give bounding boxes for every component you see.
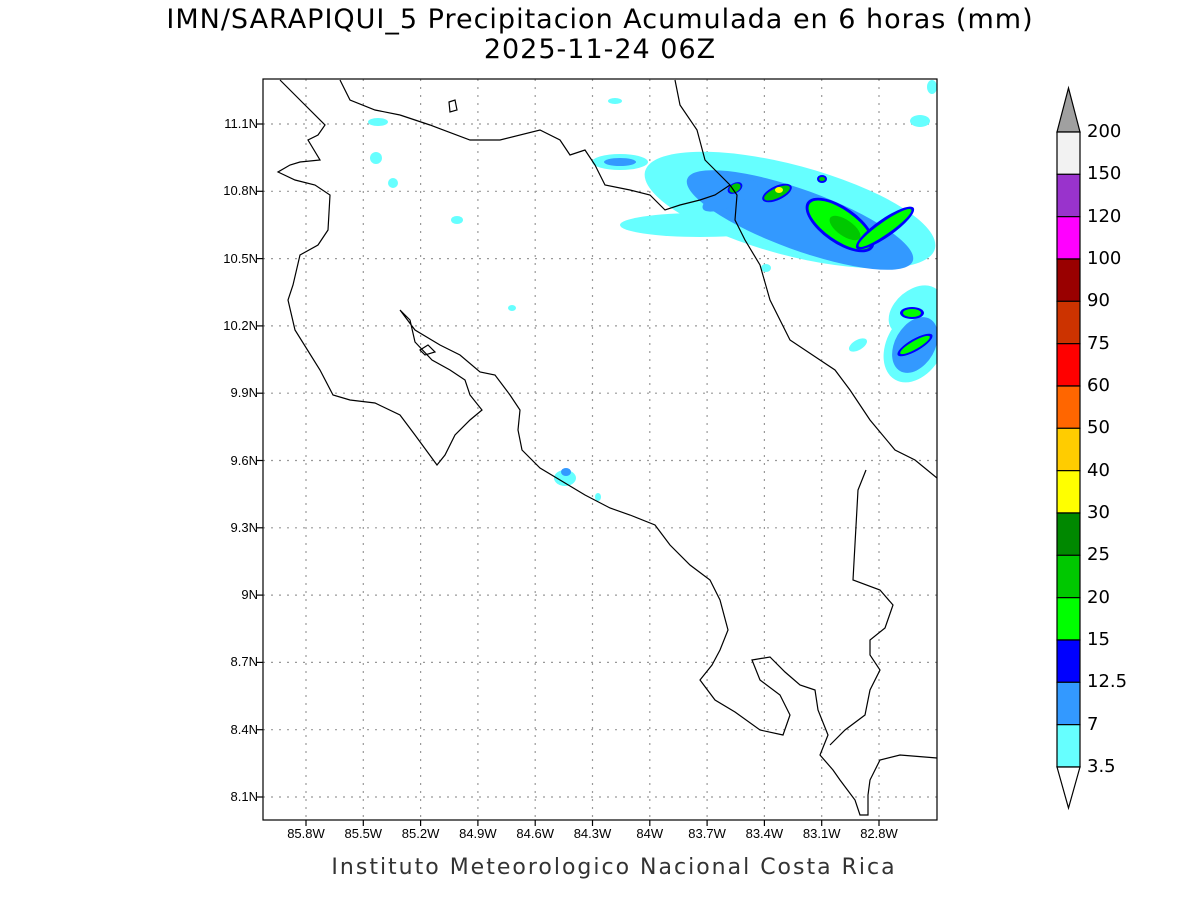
lon-tick-label: 85.5W — [344, 826, 383, 841]
colorbar-swatch — [1056, 385, 1081, 429]
lon-tick-label: 84.3W — [573, 826, 612, 841]
coastlines-borders — [276, 79, 937, 816]
colorbar-label: 30 — [1087, 502, 1110, 523]
colorbar-swatch — [1056, 597, 1081, 641]
colorbar-label: 7 — [1087, 713, 1099, 735]
precip-band-east — [848, 80, 937, 383]
lake-island — [448, 99, 458, 113]
lon-tick-label: 84.9W — [459, 826, 497, 841]
colorbar-swatch — [1056, 131, 1081, 175]
map-valid-time: 2025-11-24 06Z — [483, 34, 717, 65]
lat-tick-label: 9N — [241, 587, 258, 603]
colorbar-swatch — [1056, 343, 1081, 387]
colorbar-label: 60 — [1087, 375, 1110, 396]
colorbar-label: 15 — [1087, 629, 1110, 650]
colorbar-swatch — [1056, 639, 1081, 683]
caribbean-coast — [674, 79, 937, 479]
island — [419, 344, 437, 356]
colorbar-label: 120 — [1087, 205, 1122, 227]
lon-tick-label: 84W — [636, 826, 664, 841]
colorbar-over-triangle — [1056, 85, 1081, 133]
colorbar-swatch — [1056, 512, 1081, 556]
lon-tick-label: 83.1W — [802, 826, 841, 841]
colorbar-swatch — [1056, 554, 1081, 599]
lat-tick-label: 9.6N — [230, 452, 258, 468]
graticule — [263, 79, 937, 820]
lon-tick-label: 84.6W — [516, 826, 554, 841]
colorbar-label: 200 — [1087, 121, 1122, 142]
lat-tick-label: 10.2N — [223, 317, 258, 333]
lat-tick-label: 9.9N — [230, 385, 258, 401]
colorbar-swatch — [1056, 258, 1081, 302]
lon-tick-label: 83.7W — [688, 826, 726, 841]
precip-field — [368, 80, 937, 501]
lat-tick-label: 9.3N — [230, 519, 258, 535]
nicaragua-border — [399, 114, 731, 211]
colorbar-label: 40 — [1087, 459, 1110, 481]
colorbar-swatch — [1056, 681, 1081, 726]
panama-border — [829, 469, 894, 746]
colorbar-swatch — [1056, 216, 1081, 260]
map-frame — [262, 78, 938, 821]
lat-tick-label: 11.1N — [224, 116, 258, 131]
colorbar-label: 150 — [1087, 163, 1122, 185]
nicaragua-pacific-coast — [339, 79, 401, 116]
lat-tick-label: 8.1N — [230, 789, 258, 804]
colorbar-label: 75 — [1087, 332, 1110, 354]
map-title: IMN/SARAPIQUI_5 Precipitacion Acumulada … — [166, 4, 1034, 35]
colorbar-label: 3.5 — [1087, 756, 1116, 777]
pacific-coast — [276, 79, 937, 816]
colorbar-label: 20 — [1087, 586, 1110, 608]
colorbar-label: 90 — [1087, 290, 1110, 312]
colorbar-label: 12.5 — [1087, 671, 1128, 693]
precip-scattered — [368, 98, 771, 501]
colorbar-under-triangle — [1056, 766, 1081, 811]
colorbar-swatch — [1056, 724, 1081, 768]
lat-tick-label: 8.7N — [230, 654, 258, 670]
map-area — [263, 79, 937, 820]
colorbar-label: 100 — [1087, 248, 1122, 269]
lon-tick-label: 85.8W — [287, 826, 325, 841]
colorbar — [1056, 85, 1081, 811]
lat-tick-label: 10.5N — [223, 250, 258, 266]
colorbar-label: 50 — [1087, 417, 1110, 439]
axis-ticks — [257, 123, 880, 826]
colorbar-swatch — [1056, 427, 1081, 472]
colorbar-label: 25 — [1087, 544, 1110, 566]
colorbar-swatch — [1056, 470, 1081, 514]
lat-tick-label: 8.4N — [230, 721, 258, 737]
footer-credit: Instituto Meteorologico Nacional Costa R… — [331, 855, 897, 880]
lon-tick-label: 85.2W — [401, 826, 440, 841]
colorbar-swatch — [1056, 173, 1081, 218]
colorbar-swatch — [1056, 300, 1081, 345]
lon-tick-label: 82.8W — [860, 826, 898, 841]
lat-tick-label: 10.8N — [223, 183, 258, 199]
precip-band-north — [592, 151, 936, 270]
lon-tick-label: 83.4W — [745, 826, 784, 841]
